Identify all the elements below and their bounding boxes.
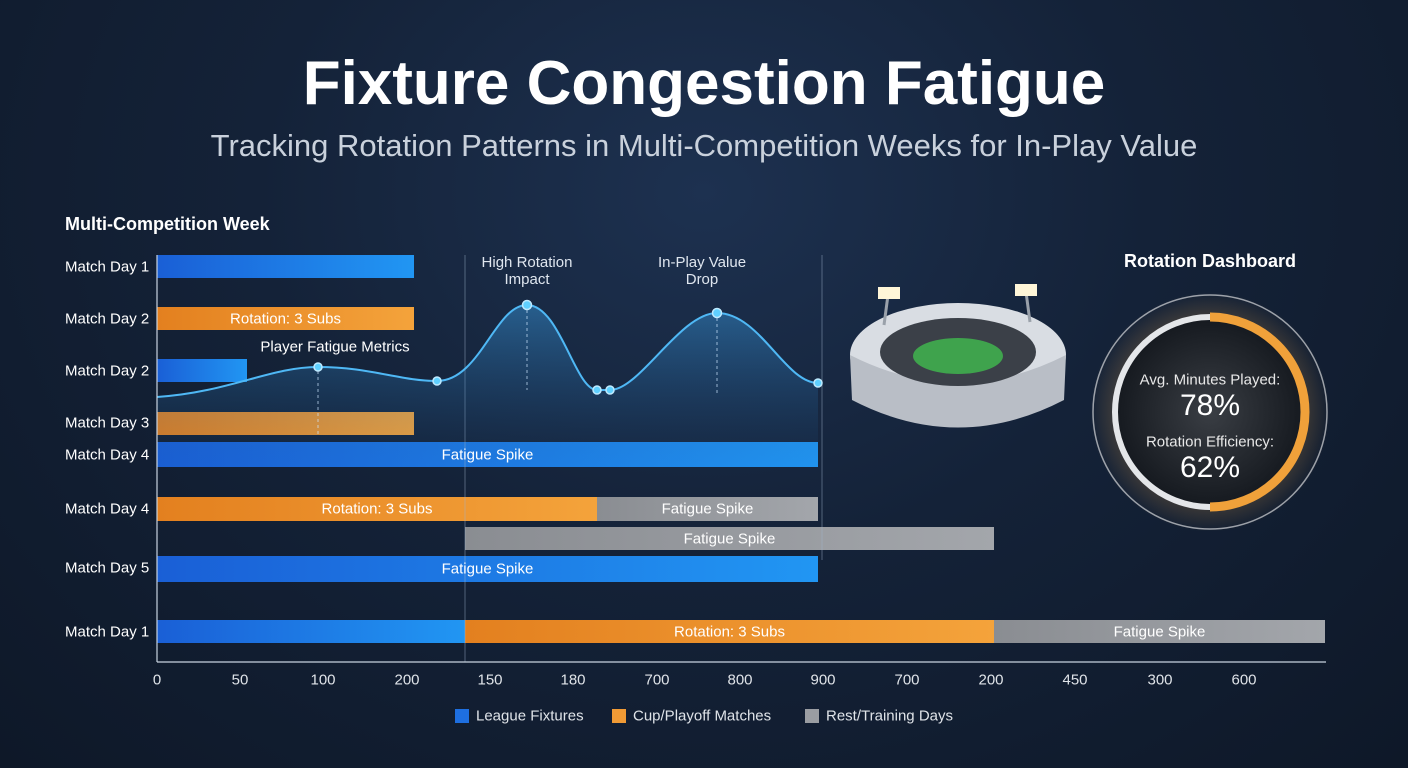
drop-lines [317,310,718,435]
floodlight [878,287,900,299]
annotation: High Rotation Impact [481,254,573,288]
bar [597,497,818,521]
bar-label: Rotation: 3 Subs [321,500,433,518]
dial-outer [1092,294,1328,530]
metric-label: Rotation Efficiency: [1145,433,1275,451]
x-tick-label: 150 [477,671,503,689]
stadium-wall [850,355,1066,428]
bar [157,359,247,382]
bar-label: Fatigue Spike [441,560,534,578]
row-label: Match Day 4 [65,500,150,518]
point [605,385,615,395]
annotation: Player Fatigue Metrics [260,338,410,356]
row-label: Match Day 5 [65,559,150,577]
bar-label: Fatigue Spike [441,446,534,463]
title: Fixture Congestion Fatigue [302,49,1106,118]
bar-label: Fatigue Spike [683,530,776,547]
x-tick-label: 700 [644,671,670,689]
x-tick-label: 300 [1147,671,1173,689]
fatigue-area [157,305,818,467]
bar [465,527,994,550]
point [813,378,823,388]
x-tick-label: 50 [231,671,249,689]
row-label: Match Day 1 [65,623,150,641]
light-pole [1024,291,1032,323]
metric-value: 62% [1179,451,1241,484]
bar [157,620,465,643]
dashboard-title: Rotation Dashboard [1123,251,1297,271]
curve-points [313,299,823,395]
x-tick-label: 450 [1062,671,1088,689]
annotation: In-Play Value Drop [657,254,747,288]
point [313,362,323,372]
legend-label: League Fixtures [476,707,584,725]
stadium-pitch [913,338,1003,374]
point [711,307,723,319]
dial-arc-orange [1209,312,1310,512]
bar-label: Fatigue Spike [661,500,754,518]
bar [157,307,414,330]
decorations [156,255,1330,723]
row-label: Match Day 1 [65,258,150,276]
metric-value: 78% [1179,389,1241,422]
bar [994,620,1325,643]
point [432,376,442,386]
x-tick-label: 100 [310,671,336,689]
section-title: Multi-Competition Week [65,214,270,234]
light-pole [882,294,890,326]
x-tick-label: 700 [894,671,920,689]
x-tick-label: 0 [152,671,162,689]
bar-label: Rotation: 3 Subs [230,310,341,327]
bar [465,620,994,643]
x-tick-label: 200 [978,671,1004,689]
subtitle: Tracking Rotation Patterns in Multi-Comp… [210,128,1198,163]
bar-label: Fatigue Spike [1113,623,1206,640]
x-tick-label: 600 [1231,671,1257,689]
floodlight [1015,284,1037,296]
bar [157,255,414,278]
bar [157,497,597,521]
bar-label: Rotation: 3 Subs [674,623,785,640]
row-label: Match Day 2 [65,362,150,380]
dial-face [1115,317,1305,507]
metric-label: Avg. Minutes Played: [1139,371,1281,389]
legend-label: Rest/Training Days [826,707,953,725]
legend-swatch [455,709,469,723]
row-label: Match Day 2 [65,310,150,328]
x-tick-label: 180 [560,671,586,689]
point [592,385,602,395]
x-tick-label: 200 [394,671,420,689]
row-label: Match Day 3 [65,414,150,432]
x-tick-label: 800 [727,671,753,689]
x-tick-label: 900 [810,671,836,689]
legend-label: Cup/Playoff Matches [633,707,772,725]
point [521,299,533,311]
dial-arc-gray [1112,314,1211,510]
legend-swatch [612,709,626,723]
row-label: Match Day 4 [65,446,150,464]
bar [157,556,818,582]
legend-swatch [805,709,819,723]
stadium [850,284,1066,428]
